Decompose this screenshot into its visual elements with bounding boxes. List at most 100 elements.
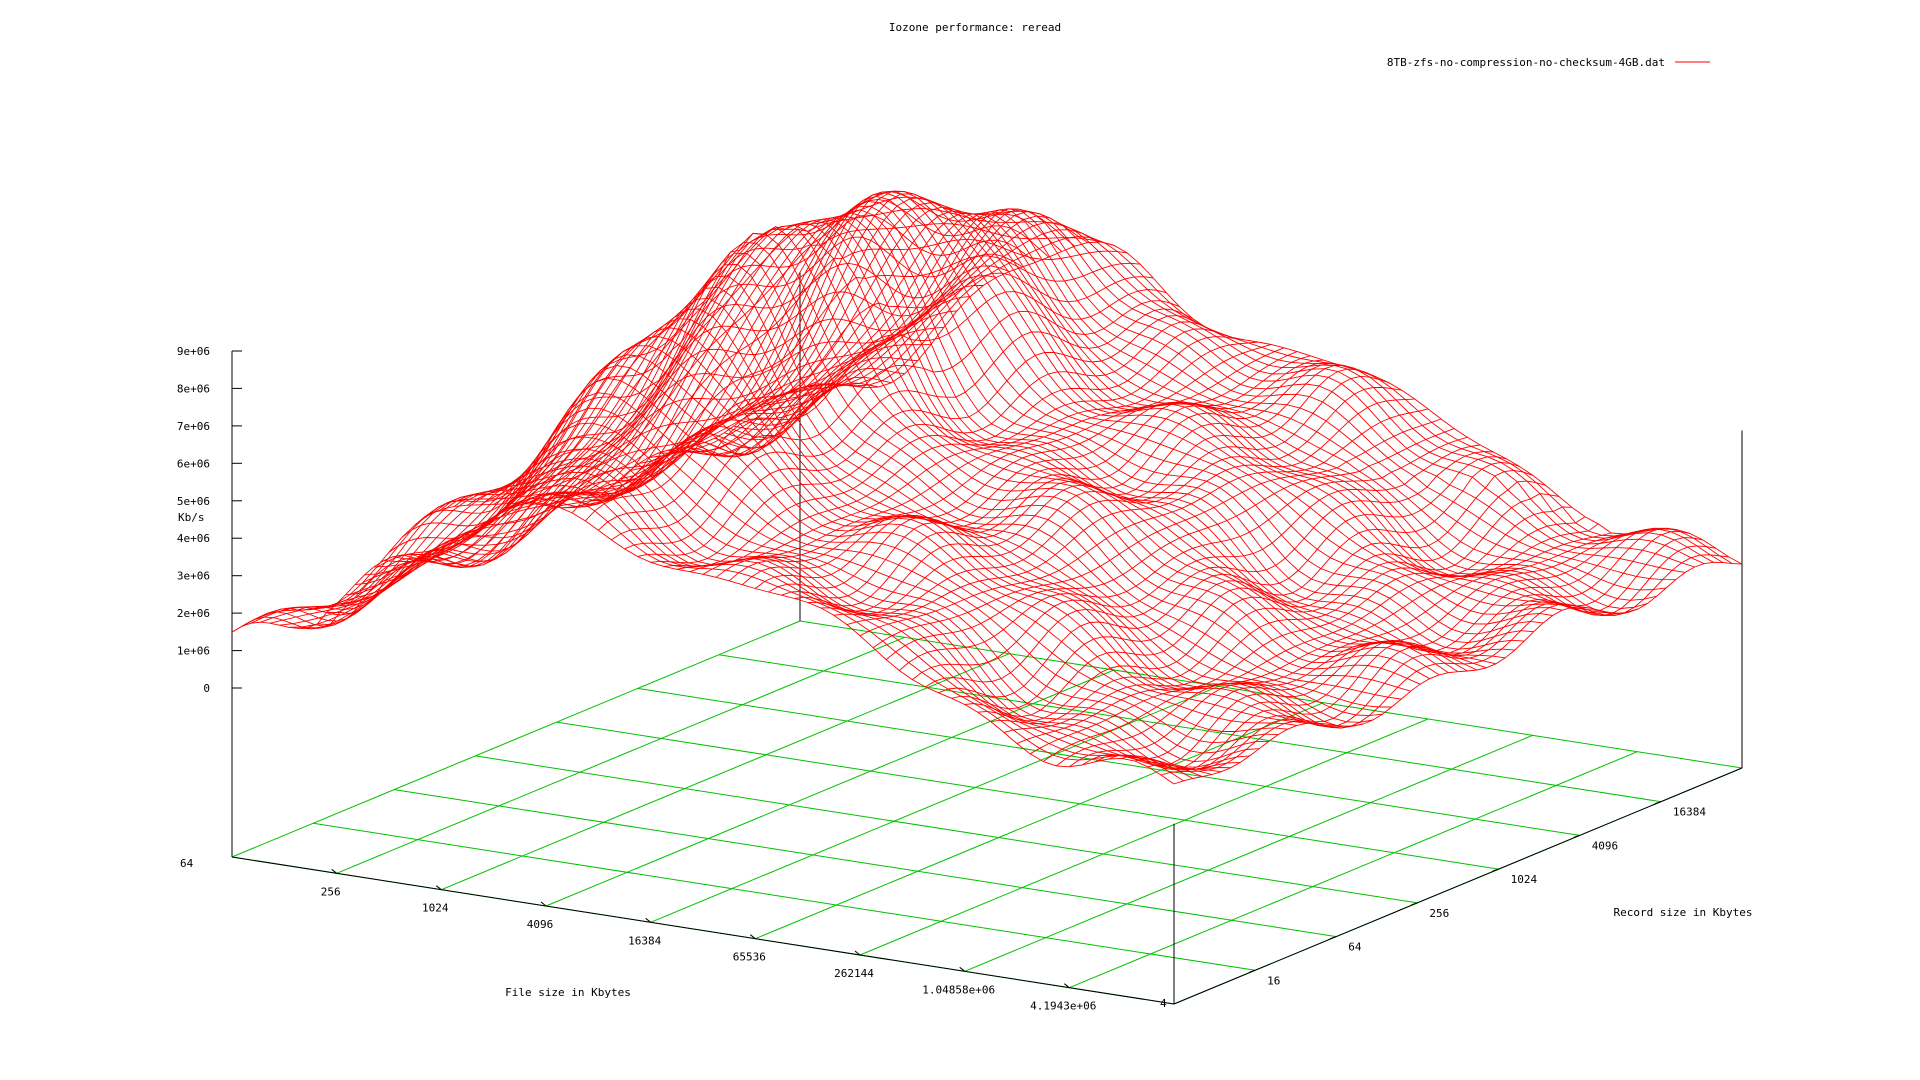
surface-line-record xyxy=(383,335,1326,725)
axis-frame xyxy=(231,272,1743,1005)
x-tick-label: 256 xyxy=(321,885,341,898)
surface-line-record xyxy=(563,212,1506,659)
surface-line-record xyxy=(449,264,1392,708)
z-axis-ticks: 0 1e+06 2e+06 3e+06 4e+06 5e+06 6e+06 7e+06 8e+0… xyxy=(177,345,242,695)
surface-line-record xyxy=(667,206,1610,614)
surface-line-record xyxy=(298,448,1241,771)
surface-line-record xyxy=(515,222,1459,673)
x-tick-label: 4096 xyxy=(527,918,554,931)
x-tick-label: 1.04858e+06 xyxy=(922,983,995,996)
x-tick xyxy=(959,966,966,972)
surface-line-record xyxy=(676,210,1619,616)
x-corner-label: 64 xyxy=(180,857,194,870)
surface-line-record xyxy=(411,308,1354,729)
y-tick xyxy=(1411,902,1418,906)
surface-line-record xyxy=(326,407,1269,754)
surface-line-record xyxy=(430,286,1373,723)
surface-line-record xyxy=(639,193,1582,608)
surface-line-record xyxy=(780,229,1724,563)
z-tick-label: 7e+06 xyxy=(177,420,210,433)
grid-line-x xyxy=(545,669,1115,907)
y-tick-label: 1024 xyxy=(1511,873,1538,886)
surface-line-record xyxy=(260,477,1203,778)
surface-line-record xyxy=(231,502,1175,785)
grid-line-y xyxy=(394,789,1337,938)
surface-line-record xyxy=(525,220,1468,672)
grid-line-y xyxy=(556,721,1499,870)
z-tick-label: 6e+06 xyxy=(177,457,210,470)
z-tick-label: 9e+06 xyxy=(177,345,210,358)
y-tick xyxy=(1654,801,1662,805)
surface-line-file xyxy=(1082,529,1651,766)
surface-line-record xyxy=(610,192,1553,625)
surface-line-record xyxy=(241,493,1184,782)
x-tick xyxy=(331,868,338,874)
x-tick xyxy=(645,917,652,923)
surface-line-record xyxy=(553,215,1497,665)
grid-line-x xyxy=(1069,751,1638,989)
grid-line-x xyxy=(964,734,1533,972)
x-axis-ticks: 256 1024 4096 16384 65536 262144 1.04858e+06 4.… xyxy=(180,857,1096,1013)
surface-line-record xyxy=(496,228,1440,676)
z-tick-label: 0 xyxy=(203,682,210,695)
surface-line-record xyxy=(686,212,1629,617)
y-axis-label: Record size in Kbytes xyxy=(1613,906,1752,919)
y-tick xyxy=(1330,936,1337,940)
surface-line-record xyxy=(761,215,1705,565)
x-tick-label: 16384 xyxy=(628,934,661,947)
x-tick xyxy=(540,901,547,907)
surface-line-file xyxy=(1134,537,1703,771)
surface-line-file xyxy=(1095,527,1664,766)
surface-line-record xyxy=(601,195,1544,635)
grid-line-y xyxy=(313,822,1256,971)
surface-line-file xyxy=(637,315,1206,557)
surface-line-record xyxy=(714,211,1657,601)
x-tick xyxy=(435,885,442,891)
surface-line-record xyxy=(487,226,1430,680)
x-tick xyxy=(1063,983,1070,989)
surface-line-record xyxy=(620,190,1563,615)
surface-line-record xyxy=(544,217,1487,669)
x-tick-label: 4.1943e+06 xyxy=(1030,1000,1096,1013)
y-tick-label: 16 xyxy=(1267,974,1280,987)
grid-line-x xyxy=(336,636,905,874)
grid-line-x xyxy=(231,620,801,858)
surface-line-record xyxy=(269,471,1213,775)
z-tick-label: 3e+06 xyxy=(177,570,210,583)
grid-line-x xyxy=(441,653,1010,891)
grid-line-y xyxy=(718,654,1661,803)
surface-line-record xyxy=(695,213,1639,615)
surface-line-record xyxy=(345,377,1288,732)
base-grid xyxy=(231,620,1743,1005)
surface-line-file xyxy=(885,428,1455,660)
surface-line-record xyxy=(459,252,1402,700)
x-tick-label: 1024 xyxy=(422,902,449,915)
chart-title: Iozone performance: reread xyxy=(889,21,1061,34)
surface-line-record xyxy=(336,392,1279,744)
surface-mesh xyxy=(231,190,1743,785)
surface-line-record xyxy=(317,422,1260,763)
surface-line-record xyxy=(790,235,1733,564)
surface-line-record xyxy=(771,221,1714,563)
y-axis-line xyxy=(1173,767,1743,1005)
surface-line-record xyxy=(572,209,1515,654)
y-axis-ticks: 16 64 256 1024 4096 16384 4 xyxy=(1160,801,1706,1010)
y-tick-label: 4096 xyxy=(1592,839,1619,852)
x-tick xyxy=(854,950,861,956)
z-tick-label: 1e+06 xyxy=(177,645,210,658)
surface-line-record xyxy=(506,224,1449,674)
surface-line-record xyxy=(743,208,1686,573)
z-axis-label: Kb/s xyxy=(178,511,205,524)
x-axis-label: File size in Kbytes xyxy=(505,986,631,999)
z-tick-label: 5e+06 xyxy=(177,495,210,508)
z-tick-label: 8e+06 xyxy=(177,382,210,395)
surface-line-record xyxy=(477,232,1421,685)
surface-line-record xyxy=(582,205,1525,650)
surface-line-record xyxy=(373,345,1317,724)
grid-line-y xyxy=(475,755,1418,904)
surface-line-file xyxy=(1121,531,1690,771)
legend: 8TB-zfs-no-compression-no-checksum-4GB.d… xyxy=(1387,56,1710,69)
surface-line-file xyxy=(545,223,1115,505)
surface-line-record xyxy=(421,297,1364,727)
